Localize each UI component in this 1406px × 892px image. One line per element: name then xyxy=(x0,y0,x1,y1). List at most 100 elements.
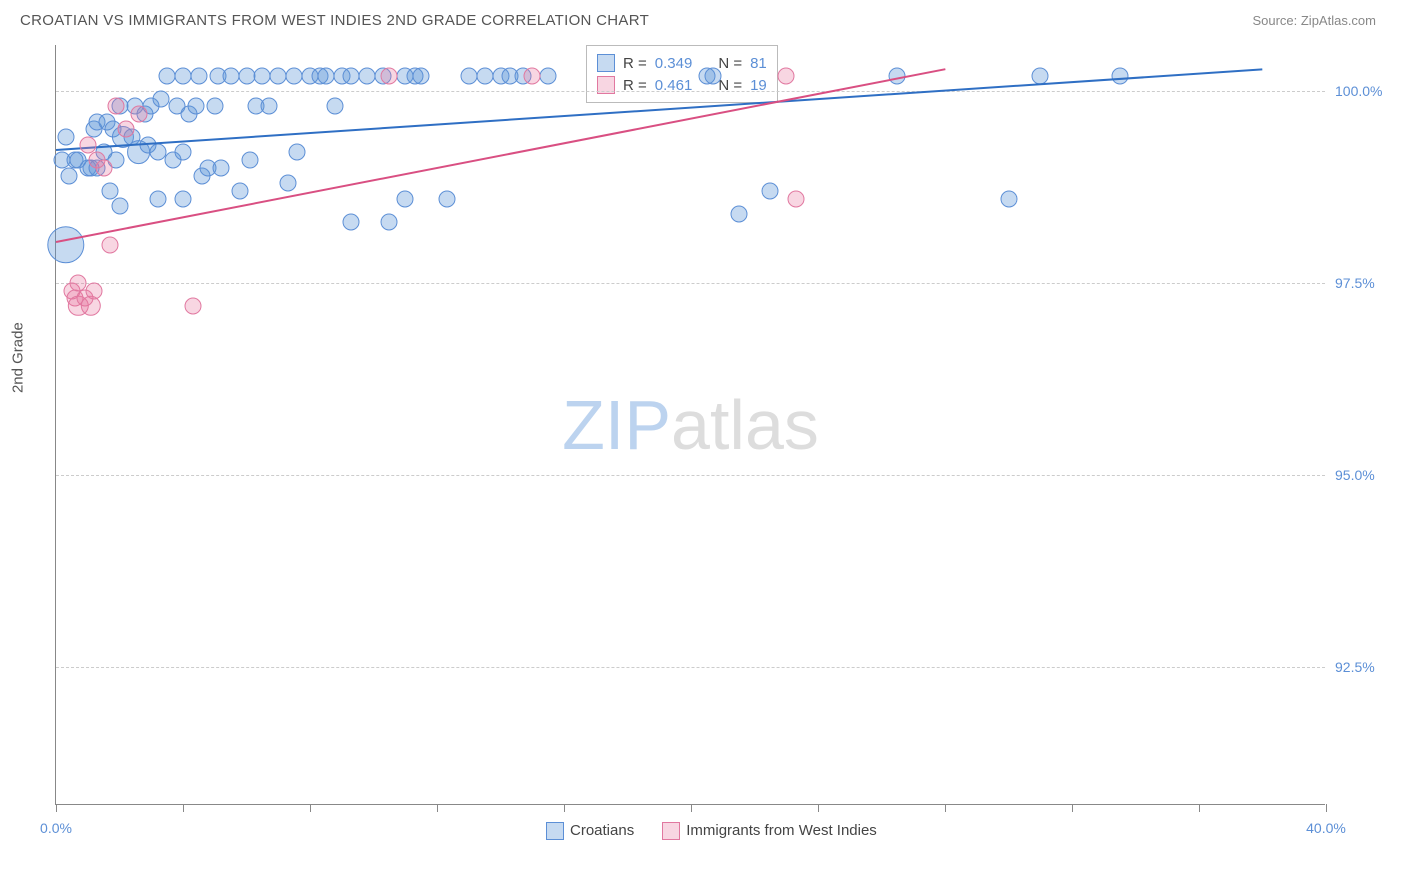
watermark-zip: ZIP xyxy=(562,386,671,464)
scatter-point xyxy=(86,282,103,299)
ytick-label: 95.0% xyxy=(1335,467,1395,483)
scatter-point xyxy=(238,67,255,84)
xtick xyxy=(183,804,184,812)
xtick-label: 40.0% xyxy=(1306,820,1346,836)
source-value: ZipAtlas.com xyxy=(1301,13,1376,28)
scatter-point xyxy=(778,67,795,84)
xtick xyxy=(1072,804,1073,812)
scatter-point xyxy=(460,67,477,84)
xtick xyxy=(437,804,438,812)
scatter-point xyxy=(381,67,398,84)
gridline xyxy=(56,475,1325,476)
scatter-point xyxy=(79,136,96,153)
scatter-point xyxy=(787,190,804,207)
scatter-point xyxy=(289,144,306,161)
watermark-atlas: atlas xyxy=(671,386,819,464)
scatter-point xyxy=(222,67,239,84)
scatter-point xyxy=(213,159,230,176)
stats-legend: R = 0.349 N = 81 R = 0.461 N = 19 xyxy=(586,45,778,103)
scatter-point xyxy=(540,67,557,84)
ytick-label: 92.5% xyxy=(1335,659,1395,675)
chart-header: CROATIAN VS IMMIGRANTS FROM WEST INDIES … xyxy=(0,0,1406,37)
scatter-point xyxy=(184,298,201,315)
xtick xyxy=(818,804,819,812)
scatter-point xyxy=(524,67,541,84)
scatter-point xyxy=(206,98,223,115)
n-prefix-1: N = xyxy=(718,55,742,72)
bottom-swatch-croatians xyxy=(546,822,564,840)
bottom-label-2: Immigrants from West Indies xyxy=(686,822,877,839)
scatter-point xyxy=(1000,190,1017,207)
scatter-point xyxy=(232,182,249,199)
scatter-point xyxy=(190,67,207,84)
scatter-point xyxy=(175,144,192,161)
scatter-point xyxy=(317,67,334,84)
scatter-point xyxy=(149,190,166,207)
r-value-1: 0.349 xyxy=(655,55,693,72)
ytick-label: 100.0% xyxy=(1335,83,1395,99)
gridline xyxy=(56,283,1325,284)
scatter-point xyxy=(476,67,493,84)
stats-legend-row-1: R = 0.349 N = 81 xyxy=(597,52,767,74)
scatter-point xyxy=(1032,67,1049,84)
bottom-legend-item-2: Immigrants from West Indies xyxy=(662,822,877,840)
scatter-point xyxy=(117,121,134,138)
watermark: ZIPatlas xyxy=(562,385,819,465)
scatter-point xyxy=(130,106,147,123)
scatter-point xyxy=(270,67,287,84)
xtick xyxy=(691,804,692,812)
scatter-point xyxy=(95,159,112,176)
xtick xyxy=(310,804,311,812)
scatter-point xyxy=(152,90,169,107)
scatter-point xyxy=(187,98,204,115)
xtick xyxy=(1199,804,1200,812)
scatter-point xyxy=(149,144,166,161)
n-value-1: 81 xyxy=(750,55,767,72)
xtick xyxy=(1326,804,1327,812)
scatter-point xyxy=(254,67,271,84)
scatter-point xyxy=(327,98,344,115)
scatter-point xyxy=(705,67,722,84)
r-prefix-1: R = xyxy=(623,55,647,72)
scatter-point xyxy=(47,226,84,263)
bottom-legend-item-1: Croatians xyxy=(546,822,634,840)
scatter-point xyxy=(175,67,192,84)
scatter-point xyxy=(111,198,128,215)
xtick-label: 0.0% xyxy=(40,820,72,836)
chart-title: CROATIAN VS IMMIGRANTS FROM WEST INDIES … xyxy=(20,12,649,29)
scatter-point xyxy=(343,213,360,230)
scatter-point xyxy=(730,205,747,222)
scatter-point xyxy=(438,190,455,207)
stats-legend-row-2: R = 0.461 N = 19 xyxy=(597,74,767,96)
scatter-point xyxy=(241,152,258,169)
scatter-point xyxy=(286,67,303,84)
xtick xyxy=(564,804,565,812)
scatter-point xyxy=(359,67,376,84)
source-prefix: Source: xyxy=(1252,13,1300,28)
scatter-point xyxy=(279,175,296,192)
scatter-point xyxy=(101,182,118,199)
scatter-point xyxy=(1111,67,1128,84)
ytick-label: 97.5% xyxy=(1335,275,1395,291)
bottom-swatch-immigrants xyxy=(662,822,680,840)
y-axis-label: 2nd Grade xyxy=(10,322,27,393)
gridline xyxy=(56,91,1325,92)
gridline xyxy=(56,667,1325,668)
scatter-point xyxy=(397,190,414,207)
scatter-point xyxy=(175,190,192,207)
scatter-point xyxy=(260,98,277,115)
bottom-label-1: Croatians xyxy=(570,822,634,839)
chart-source: Source: ZipAtlas.com xyxy=(1252,13,1376,28)
scatter-point xyxy=(108,98,125,115)
scatter-point xyxy=(101,236,118,253)
scatter-point xyxy=(60,167,77,184)
scatter-point xyxy=(159,67,176,84)
scatter-chart: ZIPatlas R = 0.349 N = 81 R = 0.461 N = … xyxy=(55,45,1325,805)
scatter-point xyxy=(413,67,430,84)
xtick xyxy=(56,804,57,812)
scatter-point xyxy=(343,67,360,84)
bottom-legend: Croatians Immigrants from West Indies xyxy=(546,822,877,840)
legend-swatch-croatians xyxy=(597,54,615,72)
scatter-point xyxy=(381,213,398,230)
xtick xyxy=(945,804,946,812)
